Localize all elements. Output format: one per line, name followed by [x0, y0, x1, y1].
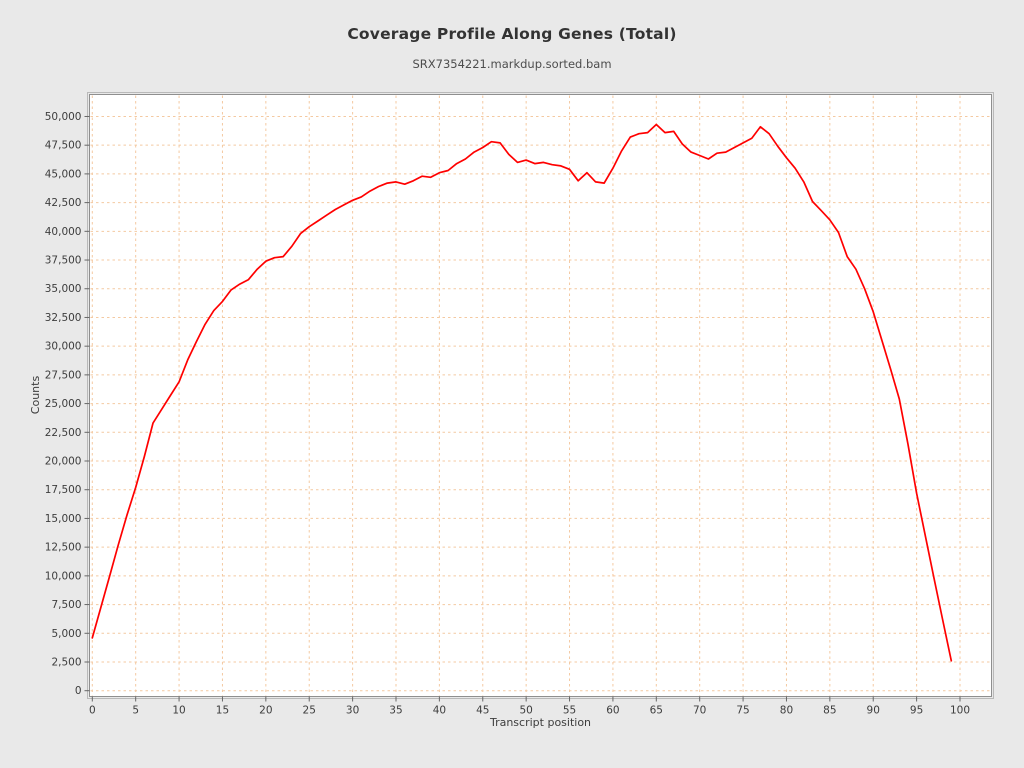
- x-tick-label: 70: [693, 705, 706, 717]
- chart-title: Coverage Profile Along Genes (Total): [347, 25, 677, 43]
- x-tick-label: 5: [132, 705, 139, 717]
- y-tick-label: 2,500: [51, 656, 81, 668]
- y-axis-title: Counts: [29, 375, 42, 415]
- y-tick-label: 40,000: [45, 226, 82, 238]
- x-tick-label: 60: [606, 705, 619, 717]
- y-tick-label: 37,500: [45, 255, 82, 267]
- y-tick-label: 0: [75, 685, 82, 697]
- x-tick-label: 10: [172, 705, 185, 717]
- y-tick-label: 47,500: [45, 140, 82, 152]
- x-tick-label: 50: [519, 705, 532, 717]
- y-tick-label: 27,500: [45, 369, 82, 381]
- x-tick-label: 75: [736, 705, 749, 717]
- y-tick-label: 45,000: [45, 168, 82, 180]
- y-tick-label: 10,000: [45, 570, 82, 582]
- y-tick-label: 15,000: [45, 513, 82, 525]
- y-tick-label: 42,500: [45, 197, 82, 209]
- y-tick-label: 7,500: [51, 599, 81, 611]
- y-tick-label: 20,000: [45, 456, 82, 468]
- coverage-line-chart: 0 5 10 15 20 25 30 35 40 45 50 55 60 65 70 75 80 85 90 95 10…: [45, 92, 994, 717]
- y-tick-label: 25,000: [45, 398, 82, 410]
- y-tick-label: 32,500: [45, 312, 82, 324]
- x-tick-label: 0: [89, 705, 96, 717]
- y-tick-label: 30,000: [45, 341, 82, 353]
- y-tick-label: 17,500: [45, 484, 82, 496]
- x-tick-label: 20: [259, 705, 272, 717]
- x-tick-label: 35: [389, 705, 402, 717]
- x-tick-label: 85: [823, 705, 836, 717]
- x-tick-label: 95: [910, 705, 923, 717]
- y-tick-label: 50,000: [45, 111, 82, 123]
- x-tick-label: 15: [216, 705, 229, 717]
- x-tick-label: 100: [950, 705, 970, 717]
- y-tick-label: 5,000: [51, 628, 81, 640]
- x-tick-label: 40: [433, 705, 446, 717]
- x-tick-label: 65: [650, 705, 663, 717]
- coverage-series-line: [91, 123, 953, 662]
- x-tick-label: 30: [346, 705, 359, 717]
- y-tick-label: 35,000: [45, 283, 82, 295]
- chart-subtitle: SRX7354221.markdup.sorted.bam: [412, 57, 612, 71]
- y-tick-label: 12,500: [45, 542, 82, 554]
- plot-panel: [89, 94, 992, 697]
- x-tick-label: 45: [476, 705, 489, 717]
- x-tick-label: 80: [780, 705, 793, 717]
- x-axis-title: Transcript position: [489, 716, 592, 729]
- x-tick-label: 90: [867, 705, 880, 717]
- x-tick-label: 55: [563, 705, 576, 717]
- plot-panel-outer-border: [87, 92, 994, 699]
- x-tick-label: 25: [303, 705, 316, 717]
- y-tick-label: 22,500: [45, 427, 82, 439]
